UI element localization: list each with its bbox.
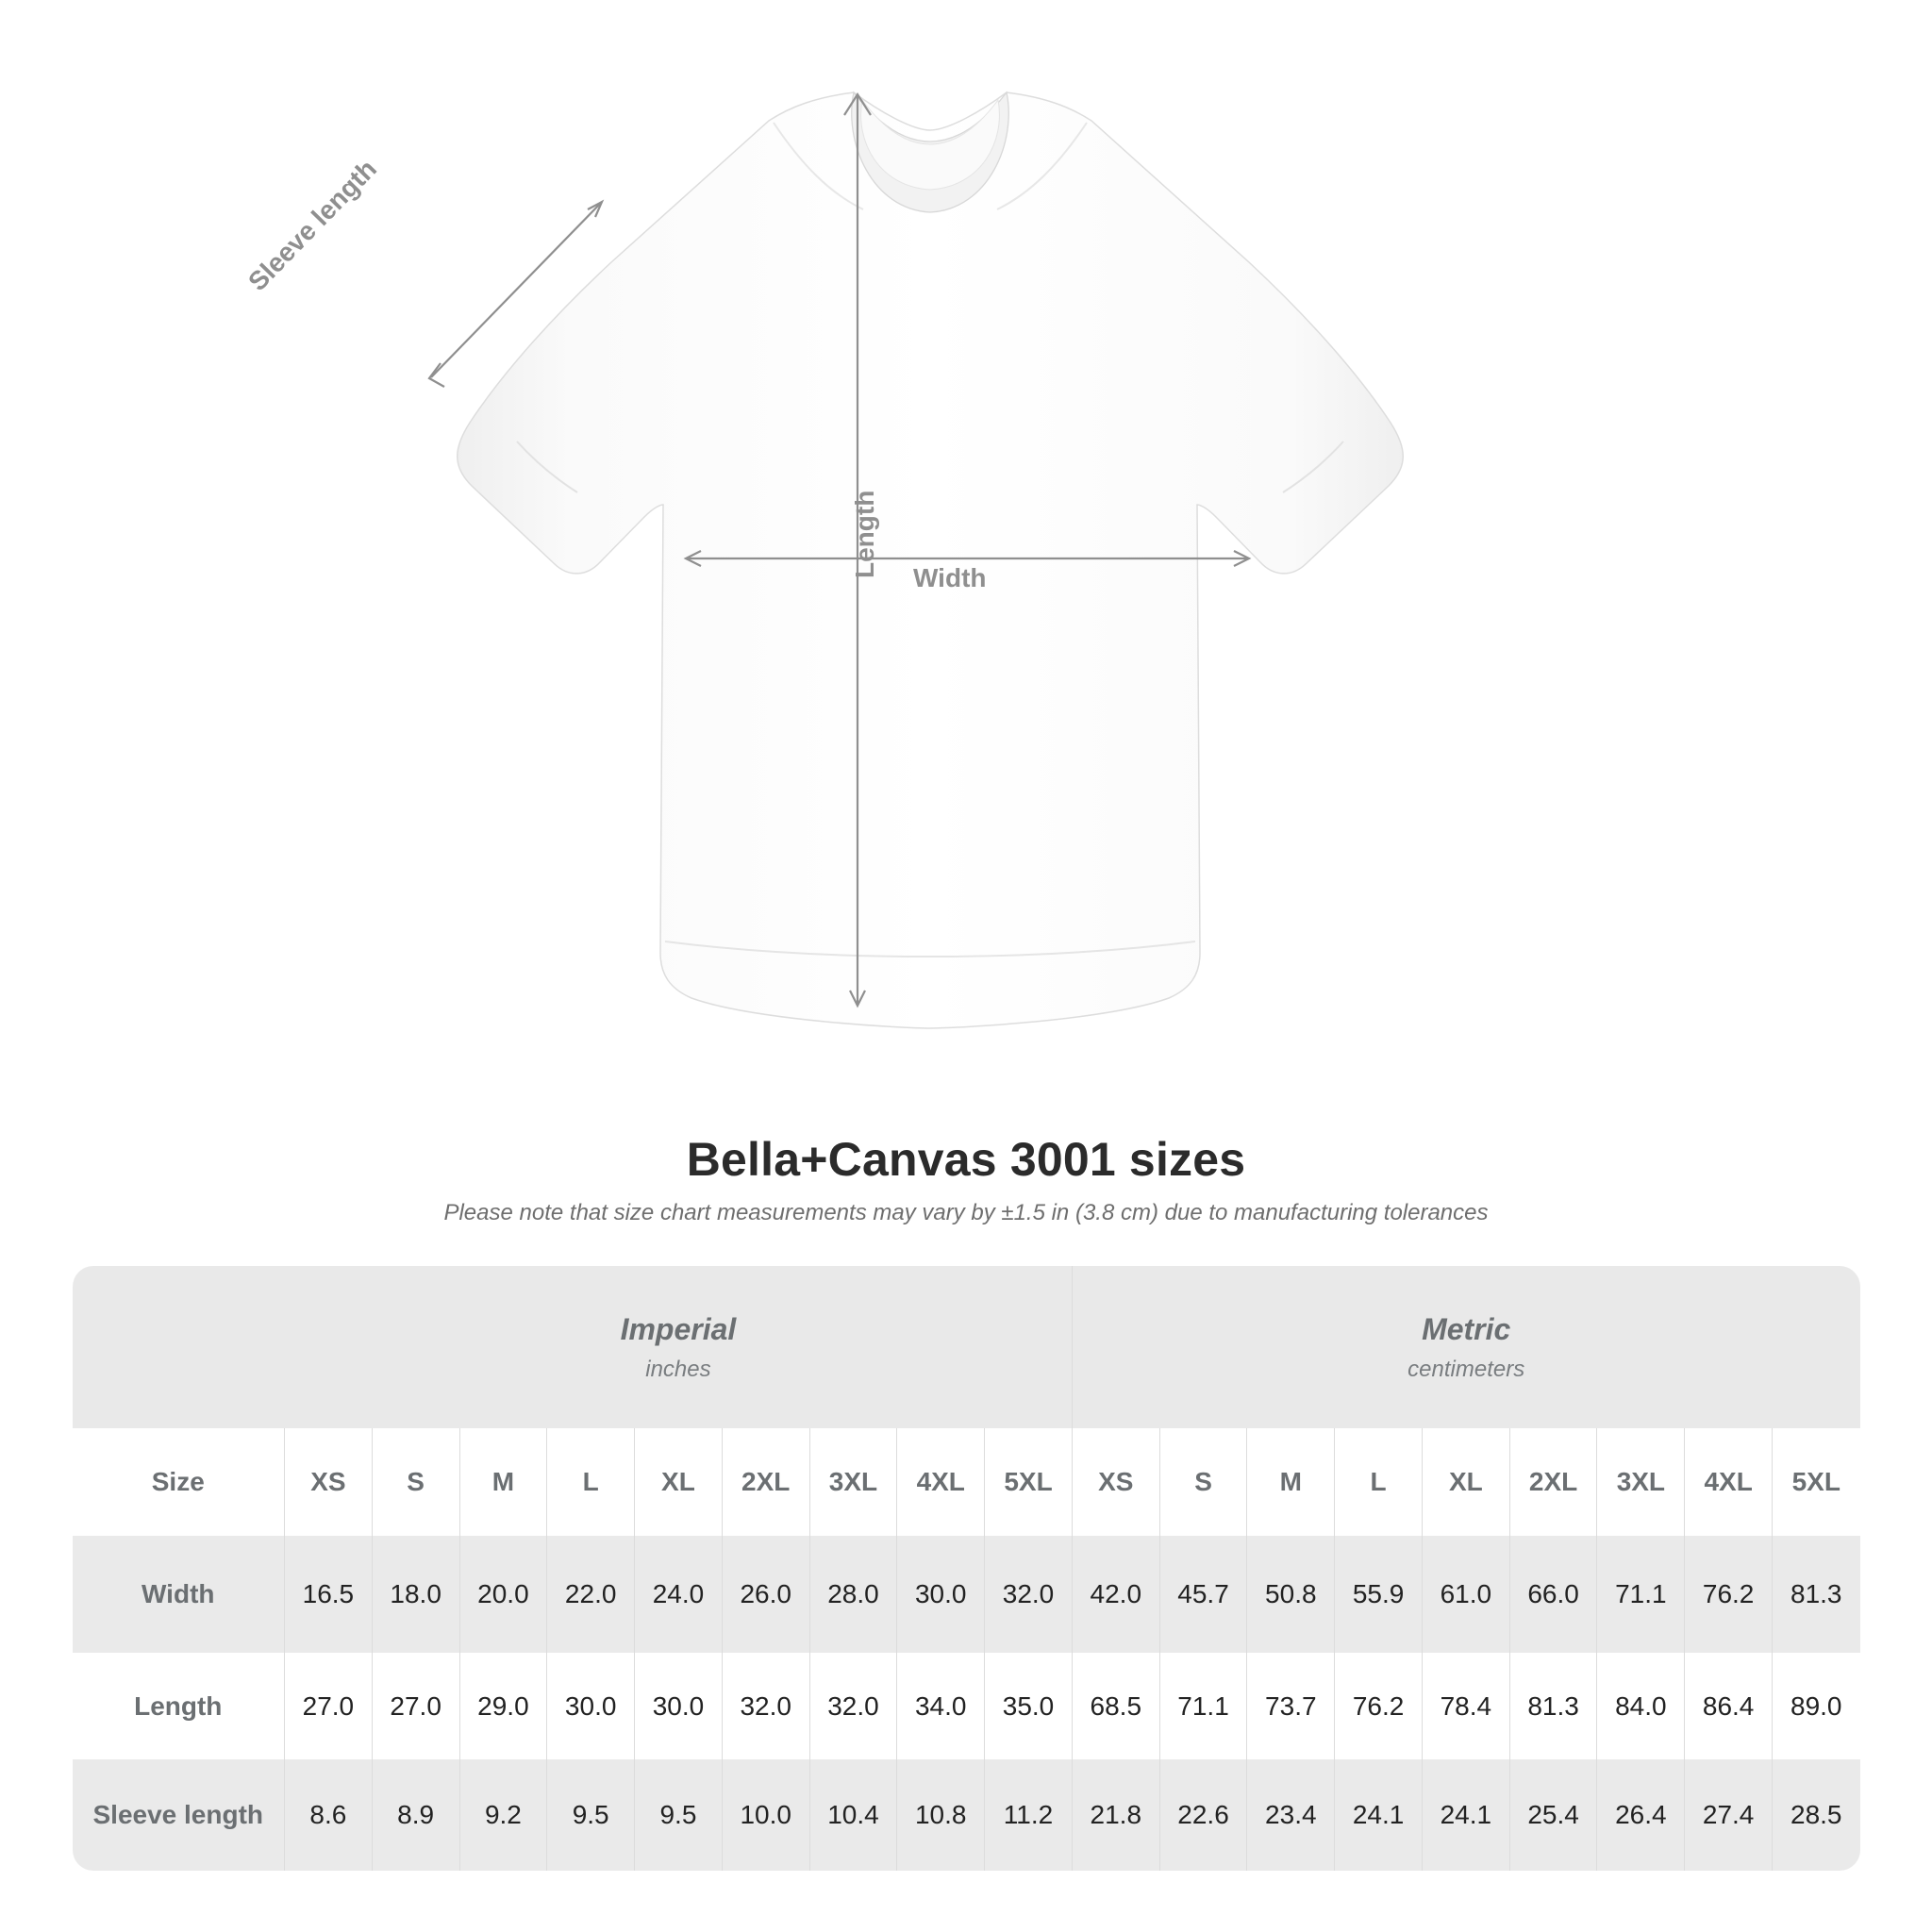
svg-text:Sleeve length: Sleeve length xyxy=(242,154,382,296)
svg-text:Length: Length xyxy=(850,491,879,578)
svg-text:Width: Width xyxy=(913,563,987,592)
